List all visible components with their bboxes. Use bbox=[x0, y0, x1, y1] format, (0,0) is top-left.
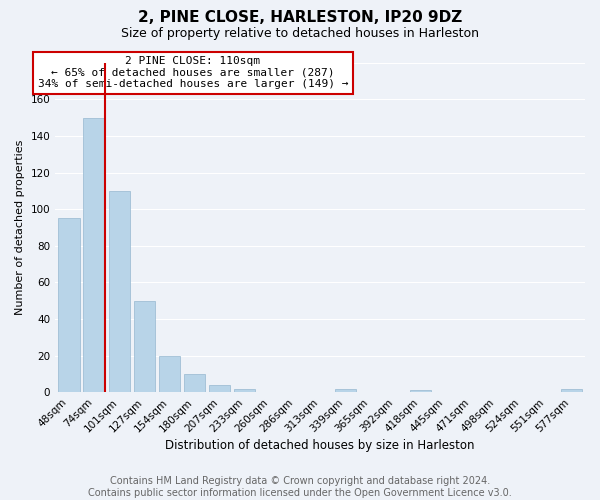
Bar bbox=[234, 388, 256, 392]
Text: Size of property relative to detached houses in Harleston: Size of property relative to detached ho… bbox=[121, 28, 479, 40]
X-axis label: Distribution of detached houses by size in Harleston: Distribution of detached houses by size … bbox=[166, 440, 475, 452]
Bar bbox=[335, 388, 356, 392]
Bar bbox=[184, 374, 205, 392]
Bar bbox=[159, 356, 180, 392]
Text: 2, PINE CLOSE, HARLESTON, IP20 9DZ: 2, PINE CLOSE, HARLESTON, IP20 9DZ bbox=[138, 10, 462, 25]
Text: 2 PINE CLOSE: 110sqm
← 65% of detached houses are smaller (287)
34% of semi-deta: 2 PINE CLOSE: 110sqm ← 65% of detached h… bbox=[38, 56, 348, 90]
Bar bbox=[58, 218, 80, 392]
Bar bbox=[134, 300, 155, 392]
Bar bbox=[410, 390, 431, 392]
Bar bbox=[560, 388, 582, 392]
Text: Contains HM Land Registry data © Crown copyright and database right 2024.
Contai: Contains HM Land Registry data © Crown c… bbox=[88, 476, 512, 498]
Y-axis label: Number of detached properties: Number of detached properties bbox=[15, 140, 25, 315]
Bar bbox=[209, 385, 230, 392]
Bar bbox=[109, 191, 130, 392]
Bar bbox=[83, 118, 105, 392]
